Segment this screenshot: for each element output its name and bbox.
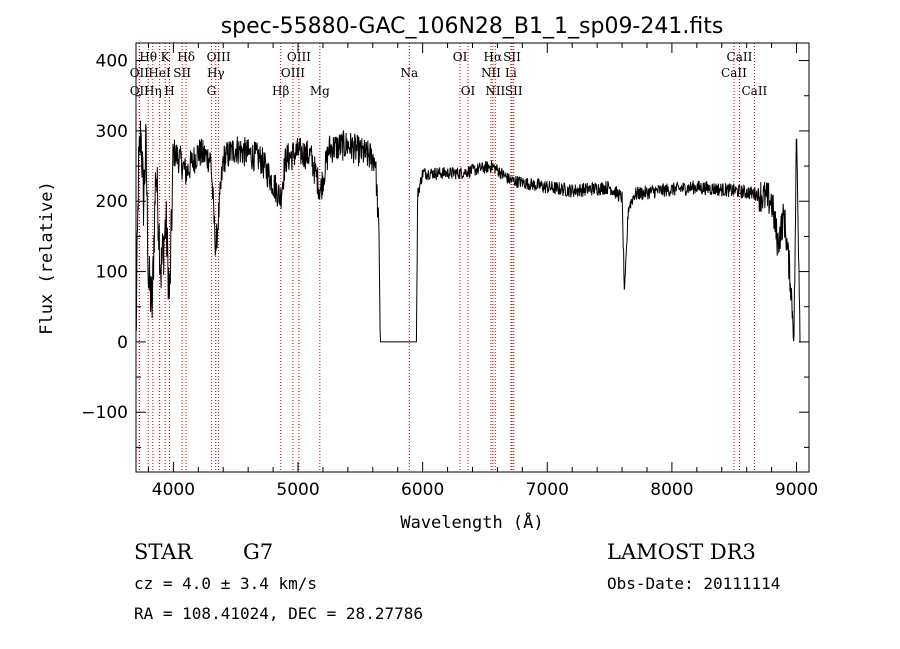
line-label: SII (505, 84, 523, 98)
line-label: HeI (148, 66, 171, 80)
y-tick-label: 0 (117, 333, 128, 353)
y-tick-label: 400 (96, 52, 128, 72)
line-label: OIII (281, 66, 305, 80)
x-tick-label: 9000 (775, 480, 818, 500)
line-label: Hβ (272, 84, 289, 98)
line-label: CaII (721, 66, 747, 80)
object-subclass: G7 (243, 540, 274, 564)
line-label: Hδ (177, 50, 195, 64)
line-label: OIII (287, 50, 311, 64)
line-label: SII (503, 50, 521, 64)
line-label: CaII (741, 84, 767, 98)
line-label: Hγ (207, 66, 225, 80)
line-label: OII (130, 84, 150, 98)
survey-name: LAMOST DR3 (607, 540, 756, 564)
y-tick-label: −100 (81, 403, 128, 423)
x-tick-label: 8000 (650, 480, 693, 500)
x-tick-label: 4000 (152, 480, 195, 500)
line-label: Hθ (139, 50, 157, 64)
redshift-cz: cz = 4.0 ± 3.4 km/s (134, 574, 318, 593)
line-label: Mg (310, 84, 330, 98)
x-axis-label: Wavelength (Å) (400, 511, 543, 533)
spectral-line-markers (138, 43, 755, 472)
y-tick-label: 300 (96, 122, 128, 142)
line-label: OI (453, 50, 468, 64)
line-label: OI (461, 84, 476, 98)
spectrum-line (135, 120, 801, 343)
line-label: Hα (484, 50, 503, 64)
line-label: G (207, 84, 217, 98)
x-tick-label: 7000 (526, 480, 569, 500)
x-tick-label: 6000 (401, 480, 444, 500)
y-tick-label: 100 (96, 263, 128, 283)
line-label: K (161, 50, 171, 64)
line-label: OII (130, 66, 150, 80)
line-label: CaII (727, 50, 753, 64)
chart-title: spec-55880-GAC_106N28_B1_1_sp09-241.fits (221, 14, 724, 39)
line-label: OIII (207, 50, 231, 64)
line-label: H (164, 84, 174, 98)
observation-date: Obs-Date: 20111114 (607, 574, 781, 593)
y-tick-label: 200 (96, 192, 128, 212)
line-label: NII (485, 84, 505, 98)
line-label: Li (505, 66, 517, 80)
line-label: NII (481, 66, 501, 80)
x-axis-ticks: 4000 5000 6000 7000 8000 9000 (147, 43, 818, 500)
line-label: Hη (144, 84, 162, 98)
x-tick-label: 5000 (276, 480, 319, 500)
line-label: SII (173, 66, 191, 80)
ra-dec: RA = 108.41024, DEC = 28.27786 (134, 604, 423, 623)
plot-frame (135, 42, 810, 473)
y-axis-ticks: −100 0 100 200 300 400 (81, 52, 809, 448)
y-axis-label: Flux (relative) (37, 181, 57, 335)
object-class: STAR (134, 540, 193, 564)
line-label: Na (400, 66, 418, 80)
